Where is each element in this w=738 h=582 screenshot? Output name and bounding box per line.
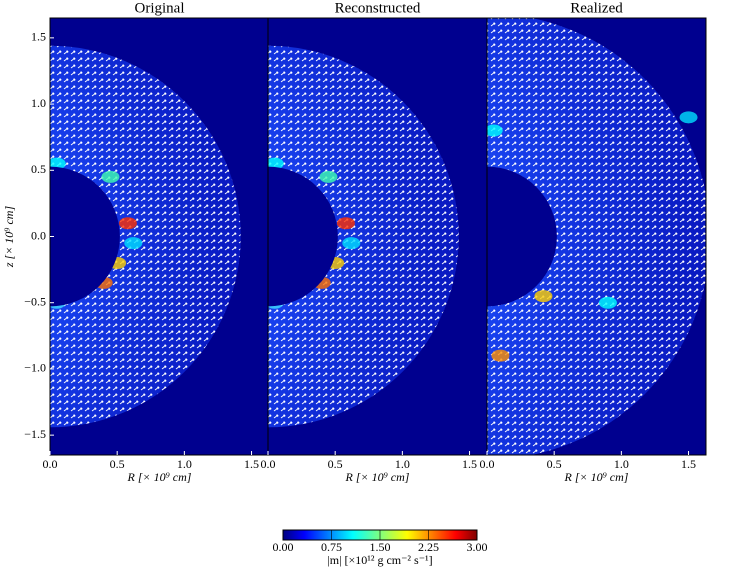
colorbar-tick-label: 3.00 [467,540,488,554]
panel-title: Realized [570,0,623,16]
hot-spot [118,217,137,230]
x-axis-label: R [× 10⁹ cm] [564,470,629,484]
hot-spot [598,296,617,309]
panel [267,17,488,456]
x-tick-label: 0.0 [43,457,58,471]
hot-spot [487,124,503,137]
heatmap [268,18,487,455]
colorbar-tick-label: 2.25 [418,540,439,554]
inner-core [268,166,338,307]
hot-spot [491,349,510,362]
x-axis-label: R [× 10⁹ cm] [345,470,410,484]
y-tick-label: 0.5 [31,162,46,176]
x-tick-label: 0.5 [328,457,343,471]
arrows [487,18,706,455]
hot-spot [319,170,338,183]
hot-spot [50,157,66,170]
hot-spot [679,111,698,124]
hot-spot [534,290,553,303]
y-axis-label: z [× 10⁹ cm] [2,206,16,269]
heatmap [50,18,269,455]
colorbar-tick-label: 0.00 [273,540,294,554]
x-tick-label: 1.0 [177,457,192,471]
hot-spot [342,237,361,250]
x-tick-label: 1.0 [395,457,410,471]
x-axis-label: R [× 10⁹ cm] [127,470,192,484]
y-tick-label: 0.0 [31,228,46,242]
hot-spot [336,217,355,230]
inner-core [487,166,557,307]
inner-core [50,166,120,307]
y-tick-label: −1.0 [24,361,46,375]
arrows [50,45,241,428]
y-tick-label: −1.5 [24,427,46,441]
x-tick-label: 1.5 [244,457,259,471]
hot-spot [124,237,143,250]
x-tick-label: 0.5 [547,457,562,471]
y-tick-label: 1.5 [31,30,46,44]
frame [486,17,707,456]
x-tick-label: 1.5 [462,457,477,471]
y-tick-label: 1.0 [31,96,46,110]
y-tick-label: −0.5 [24,294,46,308]
x-tick-label: 1.0 [614,457,629,471]
hot-spot [268,157,284,170]
panel [49,17,270,456]
hot-spot [101,170,120,183]
arrows [268,45,459,428]
x-tick-label: 0.5 [110,457,125,471]
colorbar-tick-label: 0.75 [321,540,342,554]
colorbar-label: |m| [×10¹² g cm⁻² s⁻¹] [327,553,432,567]
panel-title: Reconstructed [335,0,421,16]
x-tick-label: 0.0 [261,457,276,471]
colorbar-tick-label: 1.50 [370,540,391,554]
x-tick-label: 0.0 [480,457,495,471]
x-tick-label: 1.5 [681,457,696,471]
panel [486,17,707,456]
heatmap [487,18,706,455]
panel-title: Original [135,0,185,16]
